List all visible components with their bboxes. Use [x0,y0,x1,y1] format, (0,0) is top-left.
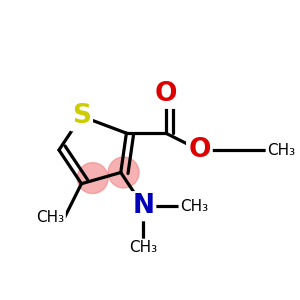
Circle shape [108,157,139,188]
Text: O: O [188,137,211,163]
Text: CH₃: CH₃ [180,199,208,214]
Text: O: O [154,81,177,107]
Text: CH₃: CH₃ [37,210,64,225]
Circle shape [77,163,108,194]
Text: CH₃: CH₃ [129,240,157,255]
Text: N: N [132,193,154,219]
Text: CH₃: CH₃ [267,142,295,158]
Text: S: S [72,103,91,129]
